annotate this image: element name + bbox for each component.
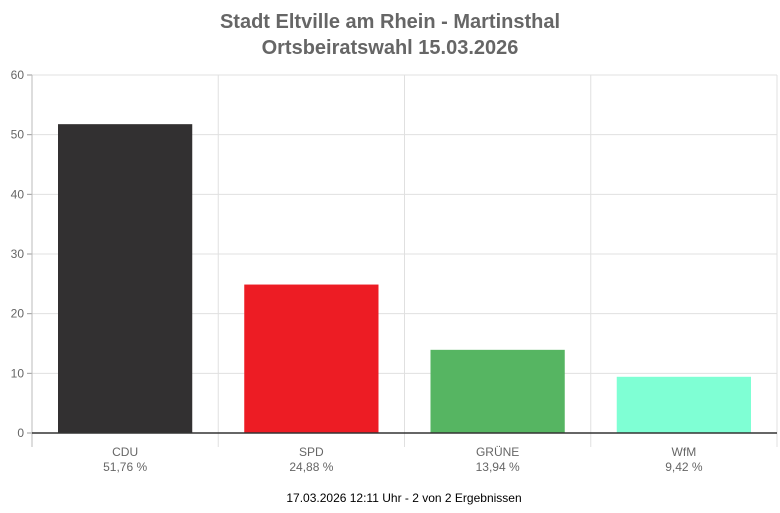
chart-subtitle: Ortsbeiratswahl 15.03.2026 bbox=[261, 37, 519, 59]
bar-wfm bbox=[616, 376, 751, 433]
footer-status: 17.03.2026 12:11 Uhr - 2 von 2 Ergebniss… bbox=[286, 491, 522, 505]
value-label: 51,76 % bbox=[103, 460, 147, 474]
y-tick-label: 10 bbox=[11, 366, 25, 380]
y-tick-label: 30 bbox=[11, 247, 25, 261]
bar-grüne bbox=[430, 349, 565, 433]
x-tick-label: CDU bbox=[112, 445, 138, 459]
value-label: 9,42 % bbox=[665, 460, 703, 474]
y-tick-label: 50 bbox=[11, 128, 25, 142]
y-tick-label: 60 bbox=[11, 68, 25, 82]
y-tick-label: 20 bbox=[11, 307, 25, 321]
x-tick-label: SPD bbox=[299, 445, 324, 459]
bar-cdu bbox=[58, 124, 193, 433]
y-tick-label: 0 bbox=[17, 426, 24, 440]
bar-spd bbox=[244, 284, 379, 433]
y-tick-label: 40 bbox=[11, 187, 25, 201]
x-tick-label: GRÜNE bbox=[476, 445, 519, 459]
x-tick-label: WfM bbox=[672, 445, 697, 459]
chart-title: Stadt Eltville am Rhein - Martinsthal bbox=[219, 11, 561, 33]
value-label: 13,94 % bbox=[476, 460, 520, 474]
value-label: 24,88 % bbox=[289, 460, 333, 474]
